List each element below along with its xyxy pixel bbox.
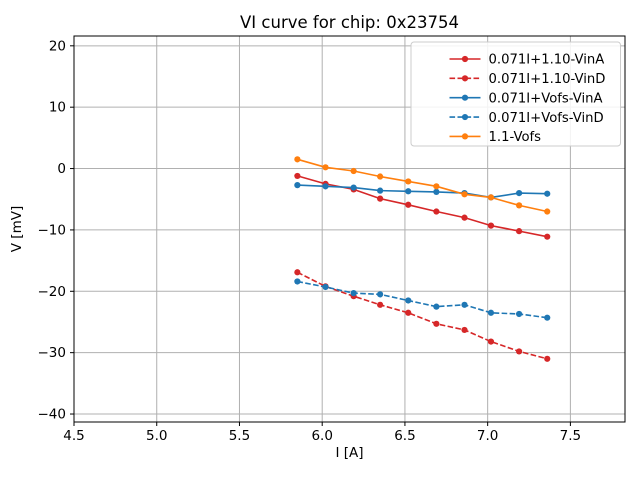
legend-swatch-marker <box>461 133 469 140</box>
series-marker-0 <box>516 228 523 235</box>
series-marker-0 <box>461 214 468 221</box>
legend-swatch-marker <box>461 75 469 82</box>
series-marker-3 <box>377 291 384 298</box>
series-marker-3 <box>516 310 523 318</box>
series-marker-2 <box>544 190 551 197</box>
series-marker-4 <box>516 202 523 209</box>
y-tick-label: 0 <box>57 161 66 177</box>
y-tick-label: −40 <box>38 407 67 423</box>
x-axis-label: I [A] <box>335 445 363 461</box>
series-line-3 <box>297 280 548 319</box>
series-marker-3 <box>487 309 495 316</box>
series-marker-3 <box>322 283 329 291</box>
legend-swatch-marker <box>461 55 469 63</box>
series-marker-1 <box>487 338 495 345</box>
series-marker-3 <box>461 301 468 308</box>
series-marker-2 <box>516 190 523 197</box>
y-tick-label: −20 <box>38 284 67 300</box>
y-tick-label: −30 <box>38 345 67 361</box>
series-marker-4 <box>322 164 329 171</box>
series-marker-4 <box>487 194 495 201</box>
series-line-1 <box>297 271 548 360</box>
y-tick-label: 20 <box>49 38 66 54</box>
series-marker-3 <box>350 290 357 297</box>
series-marker-2 <box>350 184 357 191</box>
series-marker-4 <box>461 191 468 198</box>
series-marker-3 <box>294 278 301 285</box>
series-marker-0 <box>294 172 301 180</box>
series-marker-1 <box>433 320 440 327</box>
series-marker-1 <box>544 355 551 362</box>
series-marker-4 <box>294 156 301 163</box>
series-marker-0 <box>405 201 412 208</box>
series-marker-2 <box>377 187 384 194</box>
series-marker-4 <box>350 167 357 175</box>
x-tick-label: 6.5 <box>394 428 415 444</box>
series-marker-0 <box>544 233 551 240</box>
series-marker-4 <box>377 173 384 180</box>
series-marker-1 <box>405 309 412 316</box>
series-marker-4 <box>544 208 551 215</box>
x-tick-label: 7.0 <box>477 428 498 444</box>
legend-entry-label: 0.071I+Vofs-VinA <box>489 91 603 106</box>
series-marker-0 <box>433 208 440 215</box>
series-marker-2 <box>433 188 440 195</box>
legend-swatch-marker <box>461 94 469 101</box>
series-line-4 <box>297 158 548 213</box>
x-tick-label: 5.0 <box>146 428 167 444</box>
legend-entry-label: 1.1-Vofs <box>489 130 542 145</box>
legend-box <box>410 41 621 147</box>
series-marker-0 <box>487 222 495 229</box>
series-line-2 <box>297 184 548 199</box>
x-tick-label: 7.5 <box>560 428 581 444</box>
series-marker-3 <box>405 297 412 304</box>
series-marker-3 <box>544 314 551 321</box>
legend-entry-label: 0.071I+1.10-VinA <box>489 53 605 68</box>
series-marker-1 <box>461 326 468 334</box>
series-marker-1 <box>377 301 384 308</box>
chart-title: VI curve for chip: 0x23754 <box>240 13 459 32</box>
x-tick-label: 6.0 <box>311 428 332 444</box>
series-marker-2 <box>322 183 329 190</box>
legend-swatch-marker <box>461 113 469 121</box>
y-axis-label: V [mV] <box>9 206 25 252</box>
x-tick-label: 4.5 <box>63 428 84 444</box>
series-marker-2 <box>294 182 301 189</box>
series-marker-1 <box>294 269 301 276</box>
plot-area: 0.071I+1.10-VinA 0.071I+1.10-VinD 0.071I+V… <box>38 35 626 444</box>
series-marker-1 <box>516 348 523 355</box>
x-tick-label: 5.5 <box>229 428 250 444</box>
y-tick-label: 10 <box>49 100 66 116</box>
series-marker-4 <box>405 178 412 185</box>
y-tick-label: −10 <box>38 222 67 238</box>
series-marker-2 <box>405 188 412 195</box>
series-marker-4 <box>433 183 440 190</box>
legend-entry-label: 0.071I+Vofs-VinD <box>489 111 604 126</box>
series-marker-3 <box>433 303 440 310</box>
series-marker-0 <box>377 195 384 202</box>
axes-frame <box>73 35 626 423</box>
legend-entry-label: 0.071I+1.10-VinD <box>489 72 606 87</box>
